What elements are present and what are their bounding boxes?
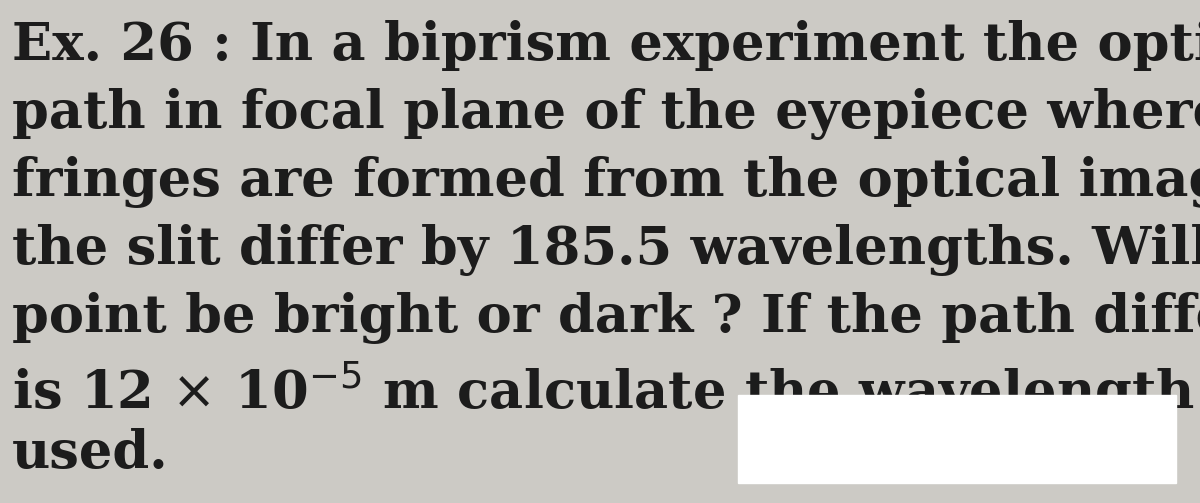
Text: used.: used.: [12, 428, 169, 478]
Text: point be bright or dark ? If the path difference: point be bright or dark ? If the path di…: [12, 292, 1200, 344]
Text: Ex. 26 : In a biprism experiment the optical: Ex. 26 : In a biprism experiment the opt…: [12, 20, 1200, 71]
Text: path in focal plane of the eyepiece where the: path in focal plane of the eyepiece wher…: [12, 88, 1200, 140]
Text: the slit differ by 185.5 wavelengths. Will the: the slit differ by 185.5 wavelengths. Wi…: [12, 224, 1200, 276]
Text: is 12 $\times$ 10$^{-5}$ m calculate the wavelength of light: is 12 $\times$ 10$^{-5}$ m calculate the…: [12, 360, 1200, 423]
Text: fringes are formed from the optical images of: fringes are formed from the optical imag…: [12, 156, 1200, 208]
FancyBboxPatch shape: [738, 395, 1176, 483]
